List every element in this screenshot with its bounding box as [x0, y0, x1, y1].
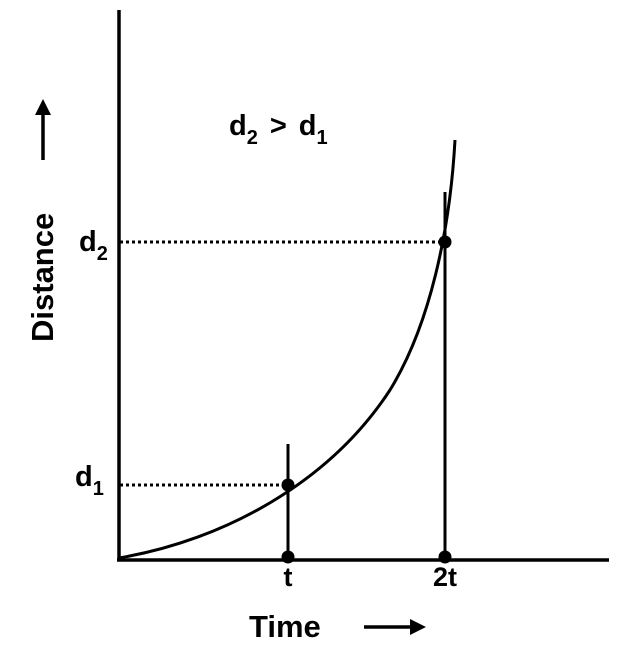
- x-axis-label: Time: [249, 609, 321, 644]
- axis-point-2t: [438, 550, 452, 564]
- y-tick-label-d2: d2: [79, 226, 108, 265]
- y-axis-arrow-icon: [35, 99, 51, 160]
- x-axis-arrow-icon: [364, 619, 426, 635]
- relation-label: d2 > d1: [229, 110, 328, 149]
- curve-point-2t: [438, 235, 452, 249]
- x-tick-label-t: t: [284, 562, 293, 592]
- curve-point-t: [281, 478, 295, 492]
- y-tick-label-d1: d1: [75, 461, 104, 500]
- x-tick-label-2t: 2t: [433, 562, 457, 592]
- y-axis-label: Distance: [25, 213, 60, 342]
- axis-point-t: [281, 550, 295, 564]
